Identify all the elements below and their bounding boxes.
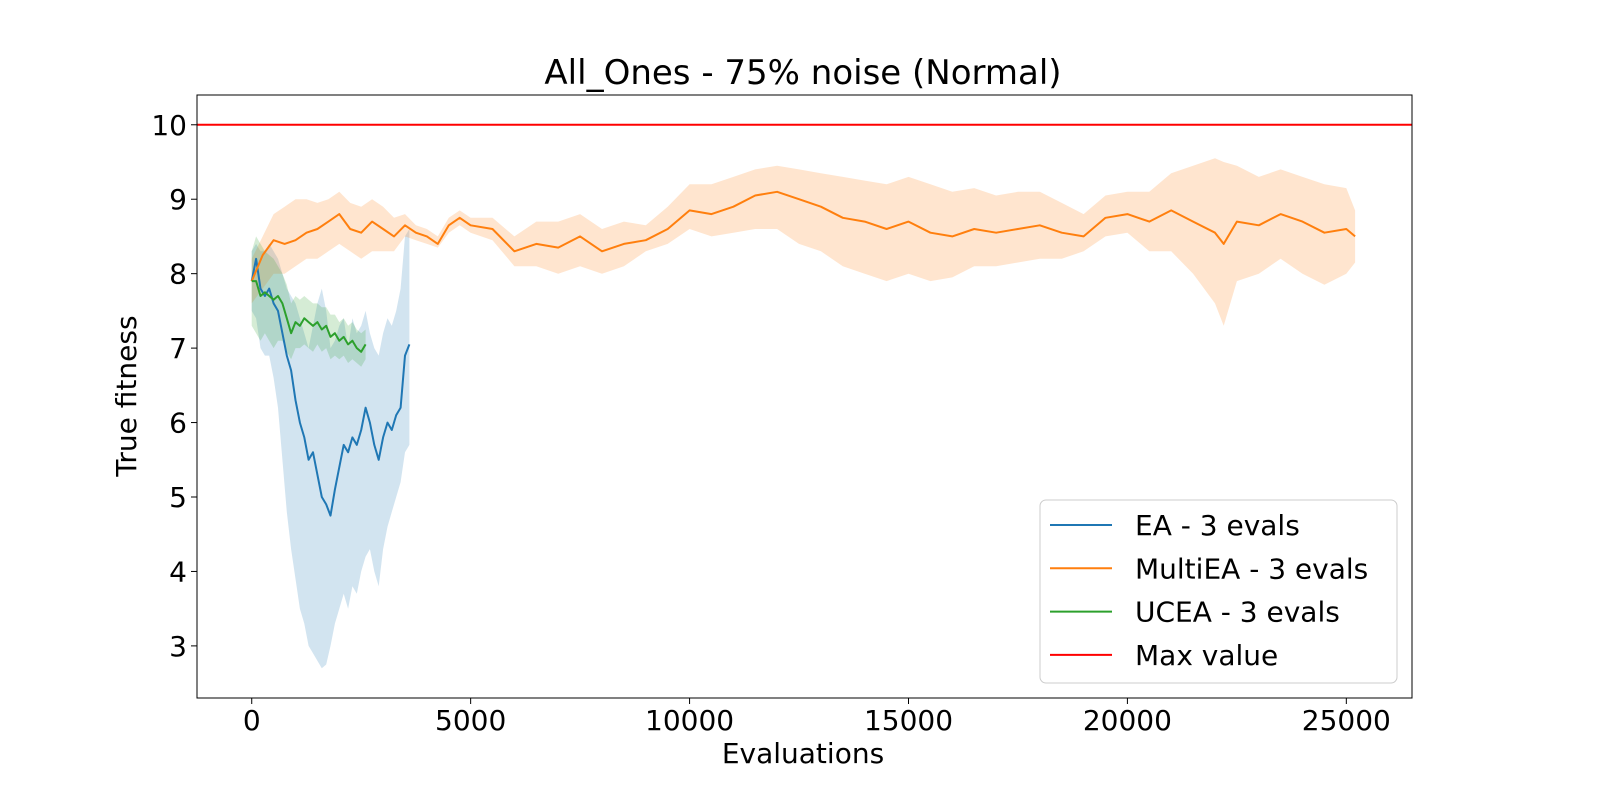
legend: EA - 3 evals MultiEA - 3 evals UCEA - 3 ev…	[1039, 499, 1398, 684]
series-line-1	[250, 190, 1356, 282]
legend-label-1: MultiEA - 3 evals	[1135, 552, 1368, 585]
legend-label-3: Max value	[1135, 639, 1278, 672]
x-tick-label-4: 20000	[1083, 704, 1172, 737]
x-tick-label-2: 10000	[645, 704, 734, 737]
legend-label-0: EA - 3 evals	[1135, 509, 1300, 542]
y-tick-label-2: 5	[169, 481, 187, 514]
series-line-0	[250, 257, 411, 517]
y-axis: 3 4 5 6 7 8 9 10	[151, 109, 197, 663]
series-line-2	[251, 280, 367, 353]
lines-layer	[197, 123, 1412, 517]
plot-frame	[196, 94, 1413, 699]
series-band-1	[251, 158, 1356, 326]
y-tick-label-7: 10	[151, 109, 187, 142]
y-tick-label-6: 9	[169, 183, 187, 216]
series-band-0	[251, 229, 410, 669]
y-tick-label-4: 7	[169, 332, 187, 365]
x-axis: 0 5000 10000 15000 20000 25000	[243, 698, 1391, 737]
x-tick-label-1: 5000	[435, 704, 506, 737]
y-tick-label-0: 3	[169, 630, 187, 663]
chart-title: All_Ones - 75% noise (Normal)	[544, 53, 1061, 93]
y-tick-label-1: 4	[169, 555, 187, 588]
bands-layer	[251, 158, 1356, 669]
series-band-2	[251, 236, 366, 367]
x-axis-label: Evaluations	[722, 737, 884, 770]
x-tick-label-5: 25000	[1302, 704, 1391, 737]
x-tick-label-0: 0	[243, 704, 261, 737]
y-tick-label-3: 6	[169, 407, 187, 440]
legend-label-2: UCEA - 3 evals	[1135, 596, 1340, 629]
legend-box	[1039, 499, 1398, 684]
x-tick-label-3: 15000	[864, 704, 953, 737]
y-axis-label: True fitness	[110, 315, 143, 477]
y-tick-label-5: 8	[169, 258, 187, 291]
